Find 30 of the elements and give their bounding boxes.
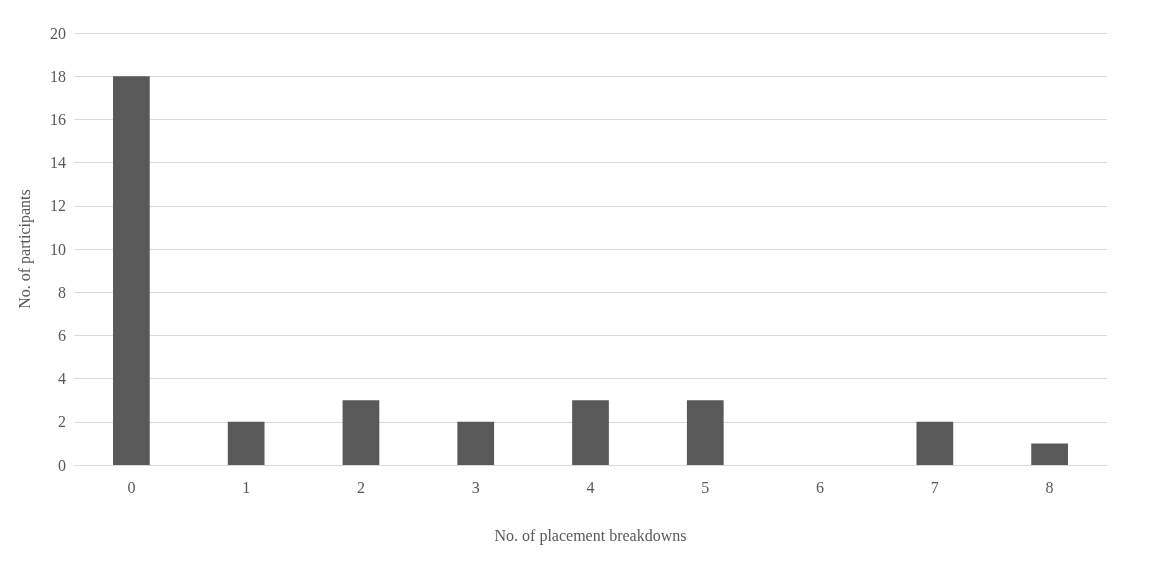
y-tick-label: 2 bbox=[58, 413, 66, 431]
x-tick-label: 7 bbox=[930, 478, 939, 496]
y-axis-title: No. of participants bbox=[15, 189, 34, 309]
bar bbox=[572, 400, 609, 465]
y-tick-label: 6 bbox=[58, 326, 66, 344]
y-tick-label: 12 bbox=[50, 197, 66, 215]
y-tick-label: 8 bbox=[58, 283, 66, 301]
x-tick-label: 5 bbox=[701, 478, 710, 496]
x-tick-label: 4 bbox=[586, 478, 595, 496]
x-tick-label: 1 bbox=[242, 478, 251, 496]
bar bbox=[342, 400, 380, 465]
bar bbox=[916, 421, 954, 465]
y-tick-label: 20 bbox=[50, 24, 66, 42]
bar bbox=[457, 421, 495, 465]
y-tick-label: 10 bbox=[50, 240, 66, 258]
bar bbox=[686, 400, 724, 465]
y-tick-label: 16 bbox=[50, 110, 66, 128]
bar bbox=[1031, 443, 1068, 465]
y-tick-label: 18 bbox=[50, 67, 66, 85]
bar bbox=[113, 76, 150, 465]
y-tick-label: 4 bbox=[58, 370, 66, 388]
y-tick-label: 14 bbox=[50, 154, 66, 172]
x-tick-label: 3 bbox=[471, 478, 480, 496]
bar bbox=[227, 421, 265, 465]
x-tick-label: 8 bbox=[1045, 478, 1054, 496]
x-tick-label: 2 bbox=[356, 478, 365, 496]
x-tick-label: 6 bbox=[816, 478, 825, 496]
x-axis-title: No. of placement breakdowns bbox=[494, 526, 687, 545]
x-tick-label: 0 bbox=[127, 478, 136, 496]
y-tick-label: 0 bbox=[58, 456, 66, 474]
